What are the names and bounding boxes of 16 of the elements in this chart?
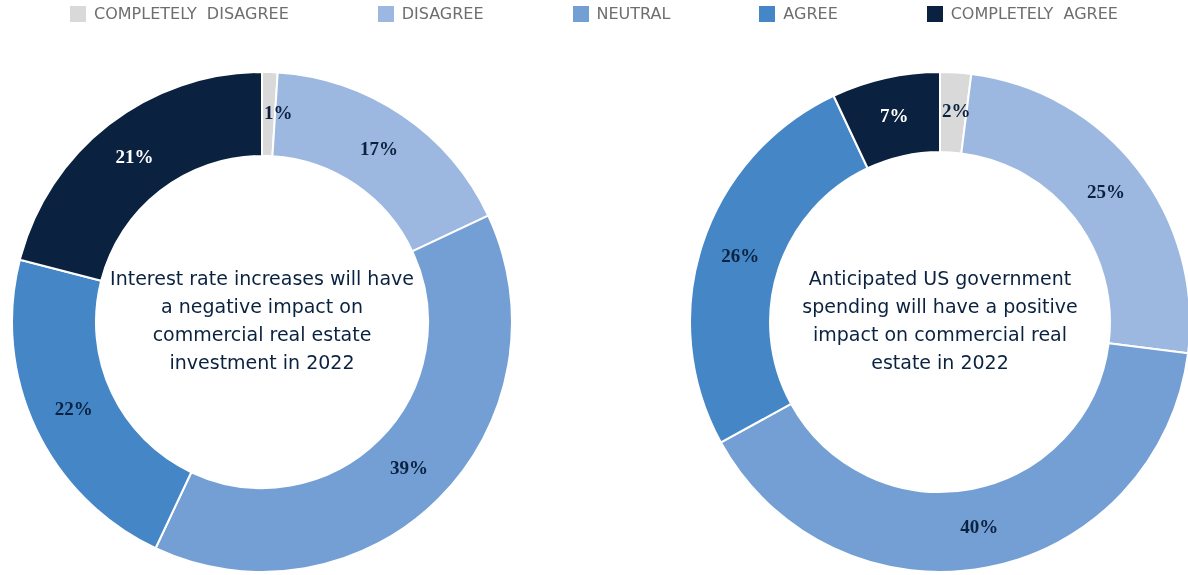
legend-label: COMPLETELY DISAGREE xyxy=(94,4,289,23)
legend-label: COMPLETELY AGREE xyxy=(950,4,1118,23)
data-label: 17% xyxy=(359,137,398,159)
data-label: 2% xyxy=(942,100,971,122)
text: Anticipated US government spending will have a positive impact on commercial real estate in 2022 xyxy=(802,266,1078,373)
data-label: 21% xyxy=(115,145,154,167)
data-label: 22% xyxy=(54,398,93,420)
data-label: 39% xyxy=(390,456,429,478)
legend-label: AGREE xyxy=(783,4,838,23)
data-label: 40% xyxy=(960,516,999,538)
text: Interest rate increases will have a negative impact on commercial real estate investment in 2022 xyxy=(110,266,414,373)
data-label: 7% xyxy=(879,104,909,126)
legend-label: NEUTRAL xyxy=(596,4,671,23)
legend-label: DISAGREE xyxy=(401,4,484,23)
data-label: 25% xyxy=(1086,181,1125,203)
data-label: 26% xyxy=(721,245,760,267)
